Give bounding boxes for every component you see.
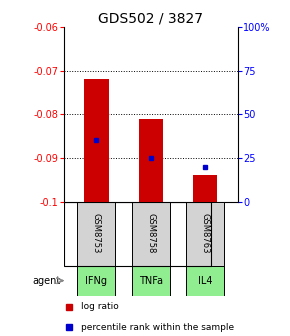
Text: log ratio: log ratio bbox=[81, 302, 119, 311]
Bar bbox=[84, 79, 109, 202]
Bar bbox=[64, 202, 211, 265]
Bar bbox=[193, 175, 218, 202]
Bar bbox=[186, 202, 224, 265]
Bar bbox=[132, 202, 170, 265]
Bar bbox=[132, 265, 170, 296]
Text: GSM8763: GSM8763 bbox=[201, 213, 210, 254]
Text: agent: agent bbox=[33, 276, 61, 286]
Text: GSM8753: GSM8753 bbox=[92, 213, 101, 254]
Bar bbox=[186, 265, 224, 296]
Text: percentile rank within the sample: percentile rank within the sample bbox=[81, 323, 234, 332]
Bar bbox=[77, 202, 115, 265]
Bar bbox=[139, 119, 163, 202]
Text: GSM8758: GSM8758 bbox=[146, 213, 155, 254]
Bar bbox=[77, 265, 115, 296]
Text: IL4: IL4 bbox=[198, 276, 212, 286]
Text: TNFa: TNFa bbox=[139, 276, 163, 286]
Text: IFNg: IFNg bbox=[86, 276, 107, 286]
Title: GDS502 / 3827: GDS502 / 3827 bbox=[98, 12, 203, 26]
